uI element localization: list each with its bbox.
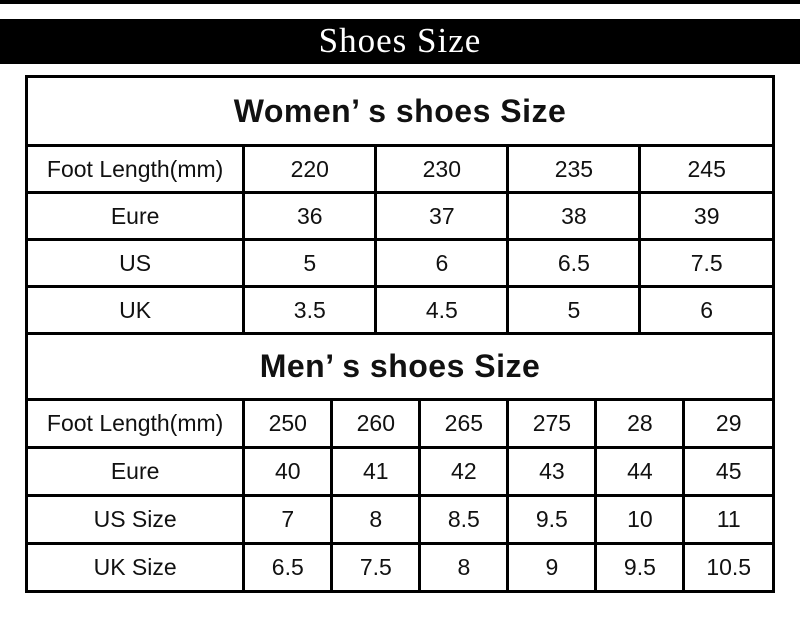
row-label-cell: US [28, 238, 246, 288]
size-cell: 220 [242, 147, 378, 194]
size-cell: 230 [374, 147, 510, 194]
size-cell: 29 [682, 401, 772, 449]
table-row: US Size 7 8 8.5 9.5 10 11 [28, 494, 772, 545]
row-label-cell: US Size [28, 494, 246, 545]
size-cell: 44 [594, 446, 686, 497]
size-cell: 42 [418, 446, 510, 497]
size-cell: 40 [242, 446, 334, 497]
size-cell: 250 [242, 401, 334, 449]
size-cell: 10 [594, 494, 686, 545]
womens-section-header: Women’ s shoes Size [28, 78, 772, 147]
size-cell: 5 [506, 285, 642, 332]
size-cell: 260 [330, 401, 422, 449]
size-cell: 4.5 [374, 285, 510, 332]
size-cell: 6.5 [242, 542, 334, 590]
table-row: Eure 40 41 42 43 44 45 [28, 446, 772, 497]
size-cell: 8 [418, 542, 510, 590]
table-row: UK 3.5 4.5 5 6 [28, 285, 772, 332]
row-label-cell: Eure [28, 446, 246, 497]
table-row: UK Size 6.5 7.5 8 9 9.5 10.5 [28, 542, 772, 590]
size-cell: 265 [418, 401, 510, 449]
table-row: Eure 36 37 38 39 [28, 191, 772, 241]
size-cell: 39 [638, 191, 772, 241]
size-cell: 235 [506, 147, 642, 194]
shoe-size-chart: Women’ s shoes Size Foot Length(mm) 220 … [25, 75, 775, 593]
page-title: Shoes Size [318, 21, 482, 60]
womens-size-table: Foot Length(mm) 220 230 235 245 Eure 36 … [28, 147, 772, 332]
size-cell: 37 [374, 191, 510, 241]
size-cell: 11 [682, 494, 772, 545]
row-label-cell: Foot Length(mm) [28, 401, 246, 449]
row-label-cell: UK [28, 285, 246, 332]
table-row: Foot Length(mm) 220 230 235 245 [28, 147, 772, 194]
size-cell: 7.5 [330, 542, 422, 590]
size-cell: 7 [242, 494, 334, 545]
size-cell: 43 [506, 446, 598, 497]
top-black-strip [0, 0, 800, 4]
size-cell: 3.5 [242, 285, 378, 332]
size-cell: 45 [682, 446, 772, 497]
size-cell: 245 [638, 147, 772, 194]
row-label-cell: Foot Length(mm) [28, 147, 246, 194]
size-cell: 28 [594, 401, 686, 449]
size-cell: 6.5 [506, 238, 642, 288]
size-cell: 7.5 [638, 238, 772, 288]
row-label-cell: UK Size [28, 542, 246, 590]
size-cell: 6 [638, 285, 772, 332]
size-cell: 275 [506, 401, 598, 449]
mens-section-header: Men’ s shoes Size [28, 332, 772, 401]
row-label-cell: Eure [28, 191, 246, 241]
table-row: Foot Length(mm) 250 260 265 275 28 29 [28, 401, 772, 449]
size-cell: 38 [506, 191, 642, 241]
size-cell: 9.5 [594, 542, 686, 590]
table-row: US 5 6 6.5 7.5 [28, 238, 772, 288]
size-cell: 9 [506, 542, 598, 590]
size-cell: 5 [242, 238, 378, 288]
title-bar: Shoes Size [0, 19, 800, 64]
size-cell: 41 [330, 446, 422, 497]
mens-size-table: Foot Length(mm) 250 260 265 275 28 29 Eu… [28, 401, 772, 590]
size-cell: 8 [330, 494, 422, 545]
size-cell: 36 [242, 191, 378, 241]
size-cell: 10.5 [682, 542, 772, 590]
size-cell: 6 [374, 238, 510, 288]
size-cell: 8.5 [418, 494, 510, 545]
size-cell: 9.5 [506, 494, 598, 545]
